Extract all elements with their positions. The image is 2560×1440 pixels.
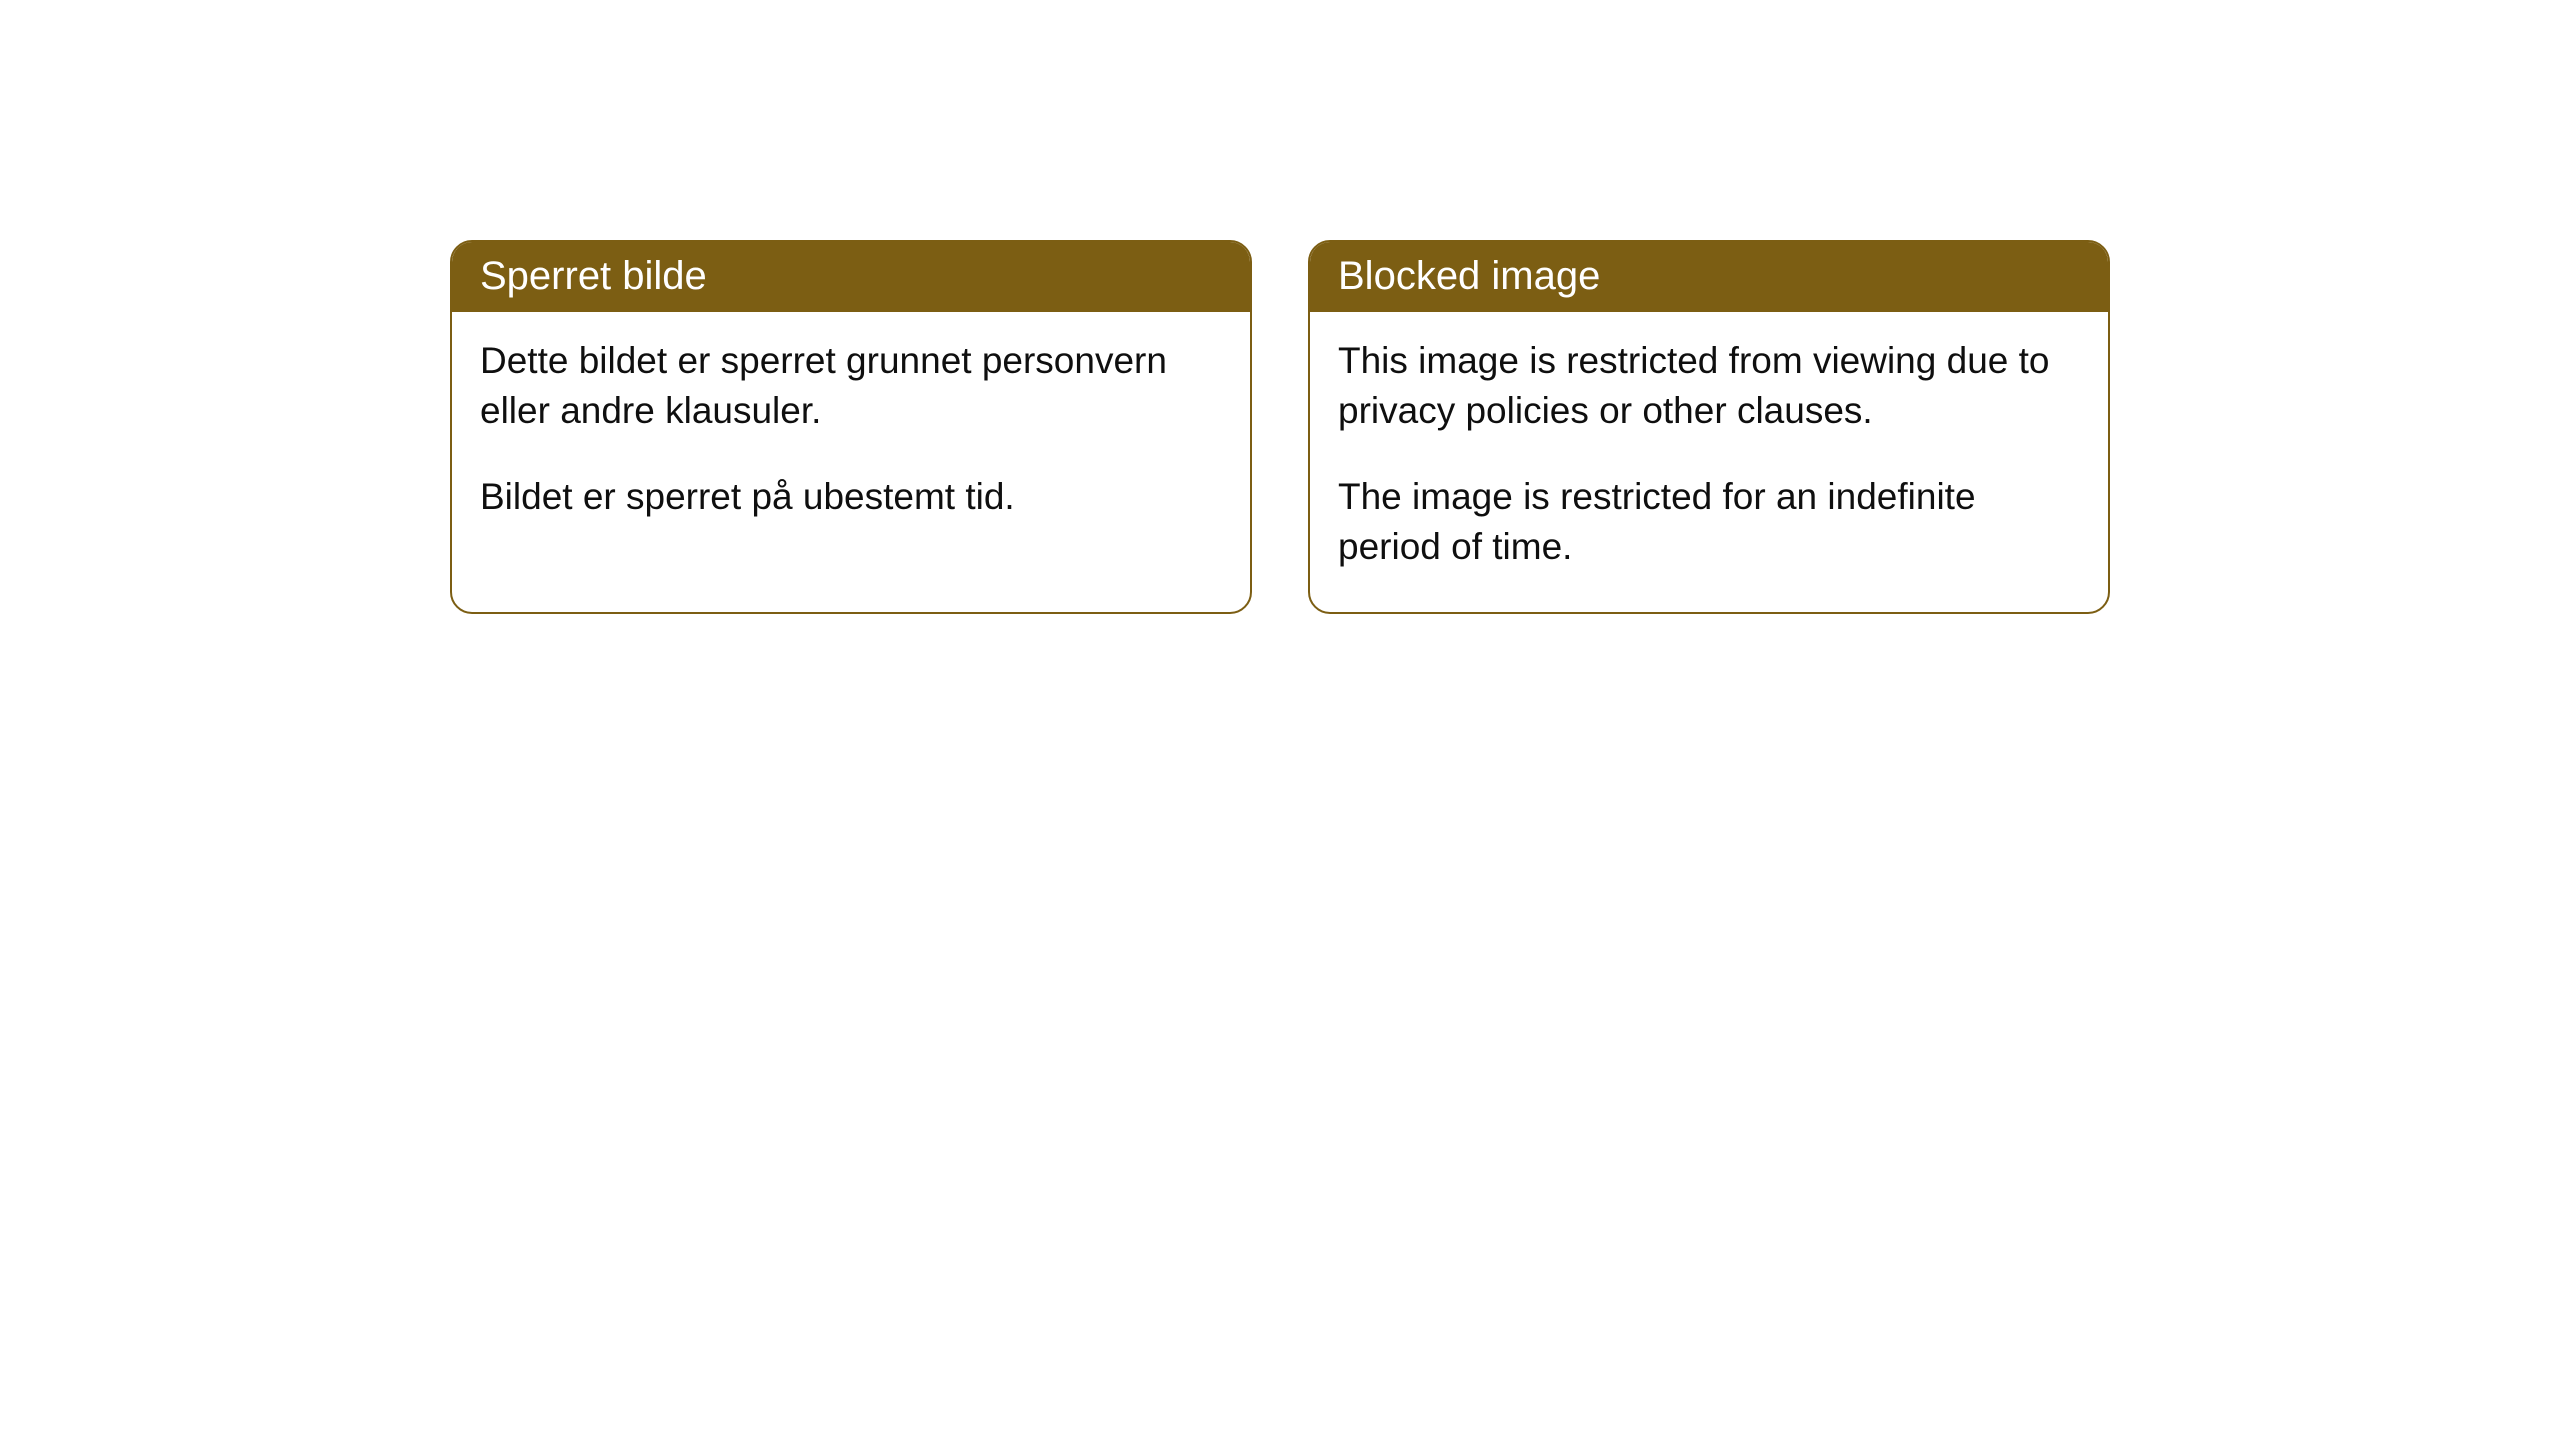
card-paragraph: Bildet er sperret på ubestemt tid. <box>480 472 1222 522</box>
card-paragraph: The image is restricted for an indefinit… <box>1338 472 2080 572</box>
card-header: Sperret bilde <box>452 242 1250 312</box>
card-header: Blocked image <box>1310 242 2108 312</box>
card-paragraph: Dette bildet er sperret grunnet personve… <box>480 336 1222 436</box>
notice-card-norwegian: Sperret bilde Dette bildet er sperret gr… <box>450 240 1252 614</box>
card-paragraph: This image is restricted from viewing du… <box>1338 336 2080 436</box>
card-body: Dette bildet er sperret grunnet personve… <box>452 312 1250 562</box>
notice-cards-container: Sperret bilde Dette bildet er sperret gr… <box>450 240 2110 614</box>
notice-card-english: Blocked image This image is restricted f… <box>1308 240 2110 614</box>
card-body: This image is restricted from viewing du… <box>1310 312 2108 612</box>
